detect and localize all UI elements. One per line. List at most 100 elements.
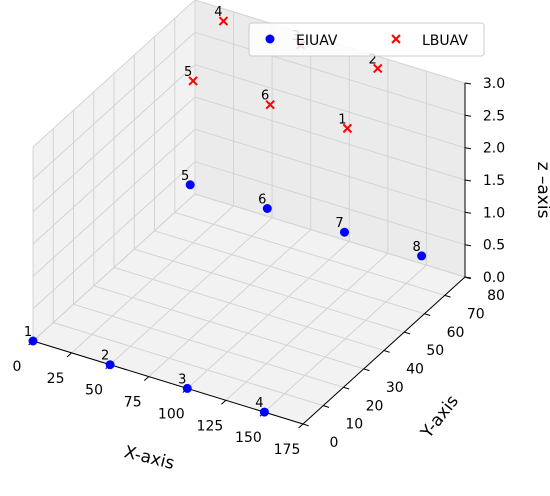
lbuav-point-1-stroke-b [342, 123, 353, 134]
lbuav-point-5-stroke-b [188, 76, 198, 86]
eiuav-point-6 [262, 204, 272, 213]
eiuav-point-label-6: 6 [258, 193, 266, 208]
y-tick-label: 20 [366, 398, 384, 414]
x-tick-label: 150 [235, 430, 262, 446]
x-tick-mark [298, 423, 304, 429]
y-tick-mark [323, 405, 330, 408]
x-tick-label: 100 [158, 406, 185, 422]
z-tick-label: 0.0 [483, 270, 505, 286]
x-tick-label: 25 [47, 371, 65, 387]
z-tick-mark [464, 244, 472, 247]
grid-line-y-floor [134, 248, 405, 333]
eiuav-point-3 [182, 383, 192, 393]
z-tick-label: 2.5 [483, 108, 505, 124]
eiuav-point-label-1: 1 [24, 325, 32, 340]
legend-marker-eiuav [265, 34, 275, 44]
grid-line-y-floor [93, 285, 364, 370]
y-tick-label: 10 [345, 417, 363, 433]
grid-line-z-side [32, 161, 196, 310]
y-tick-mark [404, 331, 411, 335]
z-tick-label: 3.0 [483, 76, 505, 92]
grid-line-y-floor [73, 303, 344, 388]
lbuav-point-label-1: 1 [338, 112, 346, 127]
eiuav-point-5 [185, 180, 195, 190]
legend: EIUAV LBUAV [248, 22, 485, 57]
lbuav-point-label-6: 6 [261, 89, 269, 104]
z-axis-label: z –axis [533, 162, 550, 219]
lbuav-point-2 [373, 63, 383, 74]
y-tick-label: 70 [467, 306, 485, 322]
x-tick-label: 75 [124, 395, 142, 411]
eiuav-point-1 [28, 336, 38, 346]
eiuav-point-label-8: 8 [412, 240, 420, 255]
grid-line-z-side [32, 0, 196, 148]
z-tick-mark [464, 211, 472, 214]
grid-line-y-floor [154, 230, 425, 315]
lbuav-point-2-stroke-b [373, 63, 383, 74]
legend-label-lbuav: LBUAV [422, 33, 468, 49]
x-tick-label: 125 [197, 418, 224, 434]
lbuav-point-1 [342, 123, 353, 134]
x-tick-label: 50 [85, 383, 103, 399]
grid-line-z-back [194, 31, 466, 116]
y-tick-mark [343, 386, 350, 390]
grid-line-z-back [194, 96, 466, 181]
eiuav-point-4 [259, 407, 269, 417]
eiuav-point-label-2: 2 [101, 349, 109, 364]
y-tick-mark [444, 294, 451, 298]
lbuav-point-4-stroke-b [218, 16, 229, 26]
lbuav-point-label-4: 4 [214, 5, 222, 20]
grid-line-z-side [32, 31, 196, 180]
z-tick-label: 1.5 [483, 173, 505, 189]
lbuav-point-5 [188, 76, 198, 86]
y-tick-label: 80 [487, 288, 505, 304]
grid-line-z-side [32, 193, 196, 342]
grid-lines [32, 0, 466, 425]
lbuav-point-label-2: 2 [369, 53, 377, 68]
grid-line-z-back [194, 193, 466, 278]
legend-x-mark-stroke-b [391, 34, 401, 44]
x-tick-label: 0 [13, 359, 22, 375]
legend-marker-lbuav [391, 34, 401, 44]
x-tick-label: 175 [274, 442, 301, 458]
eiuav-point-label-5: 5 [181, 169, 189, 184]
eiuav-point-label-3: 3 [178, 372, 186, 387]
y-tick-mark [302, 423, 309, 427]
lbuav-point-6 [265, 99, 275, 110]
grid-line-y-floor [53, 322, 324, 407]
z-tick-label: 2.0 [483, 141, 505, 157]
y-tick-label: 40 [406, 362, 424, 378]
x-tick-mark [143, 376, 150, 381]
grid-line-z-side [32, 64, 196, 213]
y-tick-label: 50 [426, 343, 444, 359]
y-tick-label: 60 [447, 325, 465, 341]
grid-line-z-back [194, 161, 466, 246]
grid-line-z-back [194, 128, 466, 213]
eiuav-point-2 [105, 360, 115, 370]
eiuav-point-label-7: 7 [335, 216, 343, 231]
y-tick-mark [363, 368, 370, 372]
z-tick-label: 0.5 [483, 238, 505, 254]
eiuav-point-label-4: 4 [255, 396, 263, 411]
legend-x-mark [391, 34, 401, 44]
legend-label-eiuav: EIUAV [296, 33, 338, 49]
z-tick-mark [464, 114, 472, 117]
eiuav-point-7 [340, 227, 349, 237]
grid-line-z-side [32, 128, 196, 277]
x-tick-mark [66, 352, 72, 358]
y-tick-label: 30 [386, 380, 404, 396]
z-tick-mark [464, 179, 472, 182]
y-axis-label: Y-axis [417, 392, 463, 443]
z-tick-label: 1.0 [483, 205, 505, 221]
z-tick-mark [464, 82, 472, 85]
z-tick-mark [464, 147, 472, 150]
eiuav-point-8 [417, 251, 427, 261]
lbuav-point-6-stroke-b [265, 99, 275, 110]
grid-line-y-floor [113, 267, 385, 351]
x-axis-label: X-axis [122, 442, 176, 474]
grid-line-y-floor [174, 211, 445, 296]
lbuav-point-4 [218, 16, 229, 26]
legend-frame [248, 22, 485, 57]
